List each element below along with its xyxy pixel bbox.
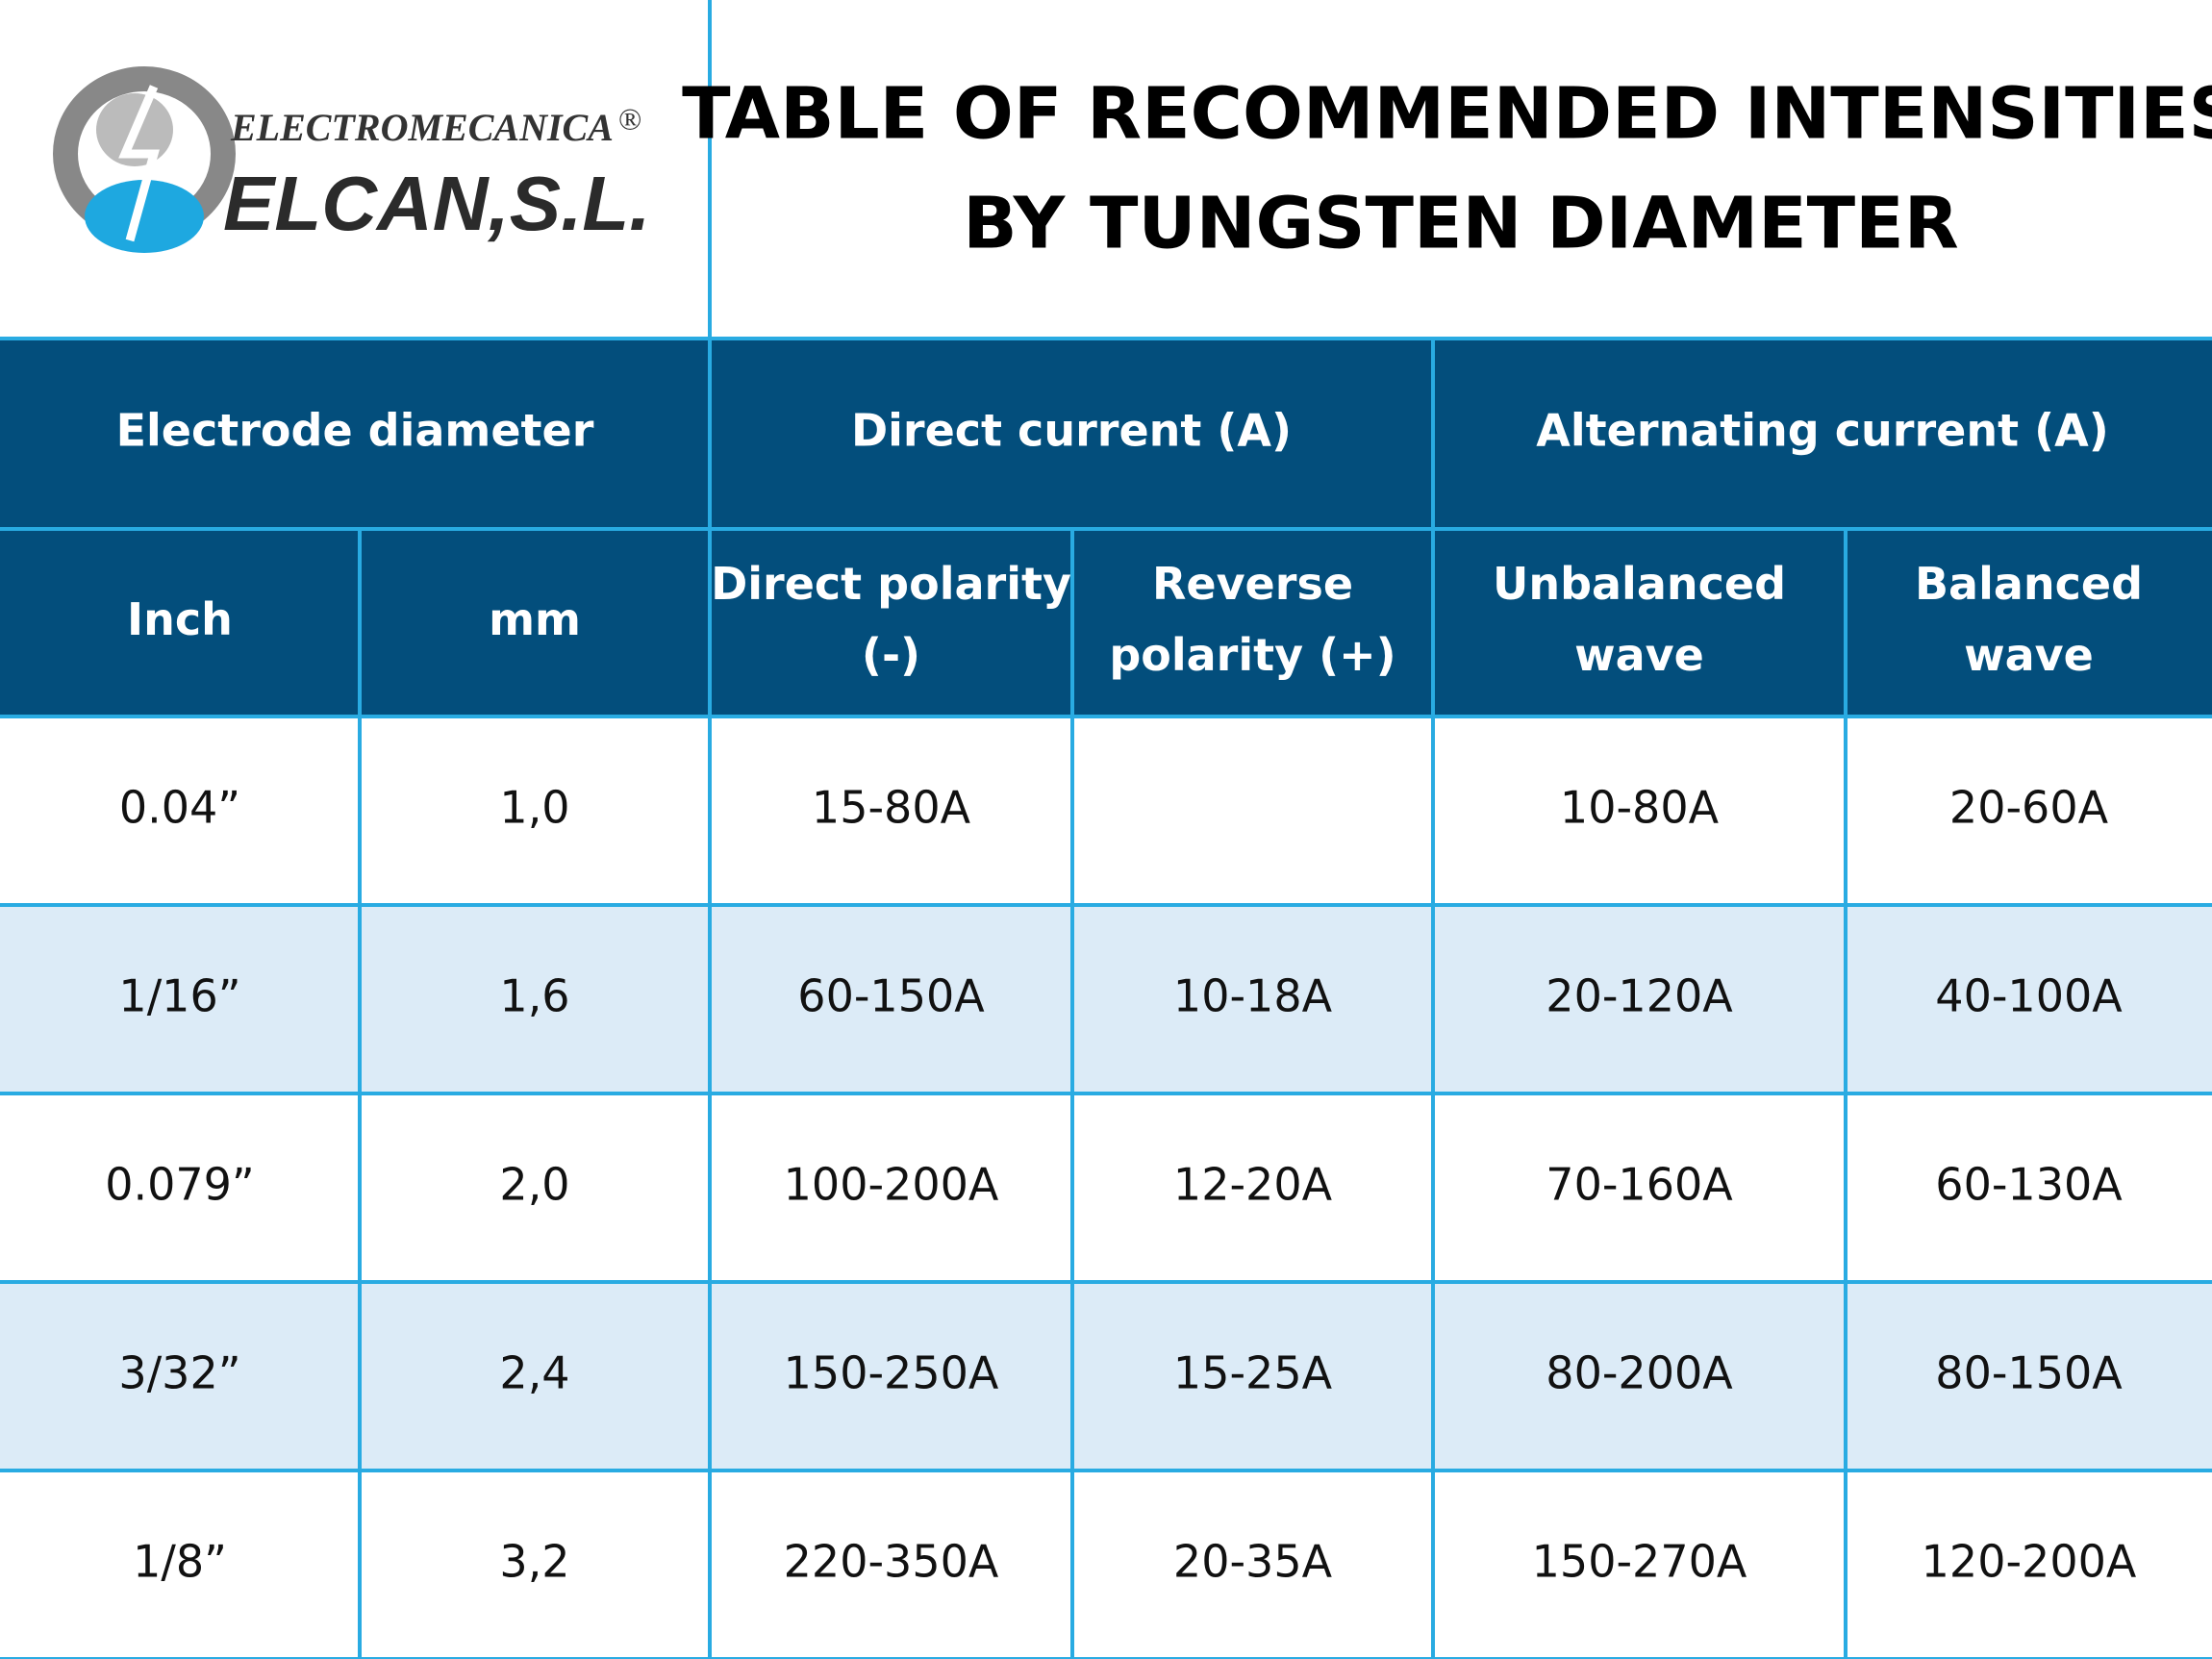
- cell: 60-150A: [797, 970, 985, 1022]
- cell: 2,0: [499, 1159, 569, 1211]
- cell: 80-200A: [1546, 1347, 1733, 1399]
- cell: 80-150A: [1935, 1347, 2123, 1399]
- group-header: Electrode diameter: [116, 405, 594, 457]
- row-band: [0, 1470, 2212, 1659]
- cell: 120-200A: [1922, 1536, 2137, 1588]
- column-header: Direct polarity: [711, 558, 1071, 610]
- cell: 20-35A: [1173, 1536, 1333, 1588]
- title-line: BY TUNGSTEN DIAMETER: [963, 183, 1958, 265]
- cell: 3/32”: [118, 1347, 240, 1399]
- cell: 70-160A: [1546, 1159, 1733, 1211]
- cell: 1,6: [499, 970, 569, 1022]
- row-band: [0, 1282, 2212, 1470]
- cell: 150-250A: [784, 1347, 999, 1399]
- cell: 12-20A: [1173, 1159, 1333, 1211]
- row-band: [0, 716, 2212, 905]
- logo-registered: ®: [618, 101, 641, 136]
- column-header: (-): [862, 629, 920, 681]
- cell: 2,4: [499, 1347, 569, 1399]
- logo-brand-top: ELECTROMECANICA: [230, 106, 614, 149]
- cell: 3,2: [499, 1536, 569, 1588]
- title-line: TABLE OF RECOMMENDED INTENSITIES: [682, 73, 2212, 156]
- cell: 0.079”: [105, 1159, 255, 1211]
- cell: 40-100A: [1935, 970, 2123, 1022]
- group-header: Direct current (A): [851, 405, 1292, 457]
- row-band: [0, 905, 2212, 1093]
- cell: 0.04”: [119, 782, 240, 834]
- cell: 100-200A: [784, 1159, 999, 1211]
- group-header: Alternating current (A): [1536, 405, 2108, 457]
- cell: 15-25A: [1173, 1347, 1333, 1399]
- column-header: Reverse: [1152, 558, 1353, 610]
- cell: 1/8”: [133, 1536, 227, 1588]
- logo-bolt: [118, 85, 160, 242]
- column-header: wave: [1574, 629, 1704, 681]
- cell: 20-120A: [1546, 970, 1733, 1022]
- column-header: Balanced: [1915, 558, 2143, 610]
- cell: 10-18A: [1173, 970, 1333, 1022]
- logo: ELECTROMECANICA ® ELCAN,S.L.: [53, 66, 650, 253]
- cell: 60-130A: [1935, 1159, 2123, 1211]
- cell: 150-270A: [1532, 1536, 1747, 1588]
- column-header: Unbalanced: [1493, 558, 1786, 610]
- cell: 10-80A: [1560, 782, 1720, 834]
- column-header: Inch: [127, 593, 233, 645]
- cell: 220-350A: [784, 1536, 999, 1588]
- cell: 15-80A: [812, 782, 971, 834]
- logo-lower: [85, 180, 204, 253]
- cell: 1/16”: [118, 970, 240, 1022]
- column-header: wave: [1964, 629, 2094, 681]
- cell: 20-60A: [1949, 782, 2109, 834]
- column-header: mm: [489, 593, 581, 645]
- logo-brand: ELCAN,S.L.: [223, 161, 650, 246]
- row-band: [0, 1093, 2212, 1282]
- column-header: polarity (+): [1109, 629, 1395, 681]
- cell: 1,0: [499, 782, 569, 834]
